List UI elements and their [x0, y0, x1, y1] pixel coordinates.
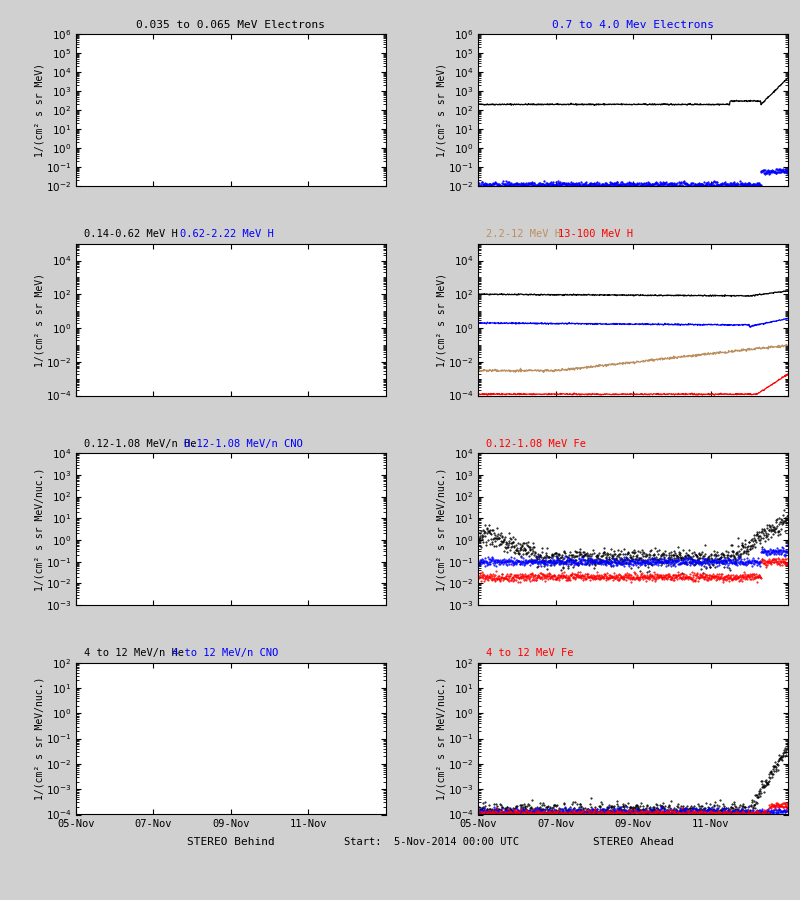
Y-axis label: 1/(cm² s sr MeV/nuc.): 1/(cm² s sr MeV/nuc.)	[34, 467, 44, 590]
Text: 4 to 12 MeV/n CNO: 4 to 12 MeV/n CNO	[172, 648, 278, 658]
Y-axis label: 1/(cm² s sr MeV/nuc.): 1/(cm² s sr MeV/nuc.)	[437, 677, 446, 800]
Text: 0.14-0.62 MeV H: 0.14-0.62 MeV H	[84, 230, 178, 239]
Text: 0.7 to 4.0 Mev Electrons: 0.7 to 4.0 Mev Electrons	[552, 20, 714, 30]
Y-axis label: 1/(cm² s sr MeV/nuc.): 1/(cm² s sr MeV/nuc.)	[437, 467, 446, 590]
Text: 2.2-12 MeV H: 2.2-12 MeV H	[486, 230, 562, 239]
Y-axis label: 1/(cm² s sr MeV): 1/(cm² s sr MeV)	[34, 273, 44, 366]
Text: 4 to 12 MeV Fe: 4 to 12 MeV Fe	[486, 648, 574, 658]
Text: 4 to 12 MeV/n He: 4 to 12 MeV/n He	[84, 648, 184, 658]
Text: STEREO Behind: STEREO Behind	[187, 837, 274, 847]
Text: 0.62-2.22 MeV H: 0.62-2.22 MeV H	[180, 230, 274, 239]
Y-axis label: 1/(cm² s sr MeV/nuc.): 1/(cm² s sr MeV/nuc.)	[34, 677, 44, 800]
Text: 0.12-1.08 MeV/n CNO: 0.12-1.08 MeV/n CNO	[184, 438, 302, 449]
Text: STEREO Ahead: STEREO Ahead	[593, 837, 674, 847]
Y-axis label: 1/(cm² s sr MeV): 1/(cm² s sr MeV)	[437, 63, 447, 158]
Y-axis label: 1/(cm² s sr MeV): 1/(cm² s sr MeV)	[34, 63, 44, 158]
Y-axis label: 1/(cm² s sr MeV): 1/(cm² s sr MeV)	[437, 273, 446, 366]
Text: Start:  5-Nov-2014 00:00 UTC: Start: 5-Nov-2014 00:00 UTC	[345, 837, 519, 847]
Text: 13-100 MeV H: 13-100 MeV H	[558, 230, 634, 239]
Text: 0.035 to 0.065 MeV Electrons: 0.035 to 0.065 MeV Electrons	[136, 20, 326, 30]
Text: 0.12-1.08 MeV/n He: 0.12-1.08 MeV/n He	[84, 438, 197, 449]
Text: 0.12-1.08 MeV Fe: 0.12-1.08 MeV Fe	[486, 438, 586, 449]
